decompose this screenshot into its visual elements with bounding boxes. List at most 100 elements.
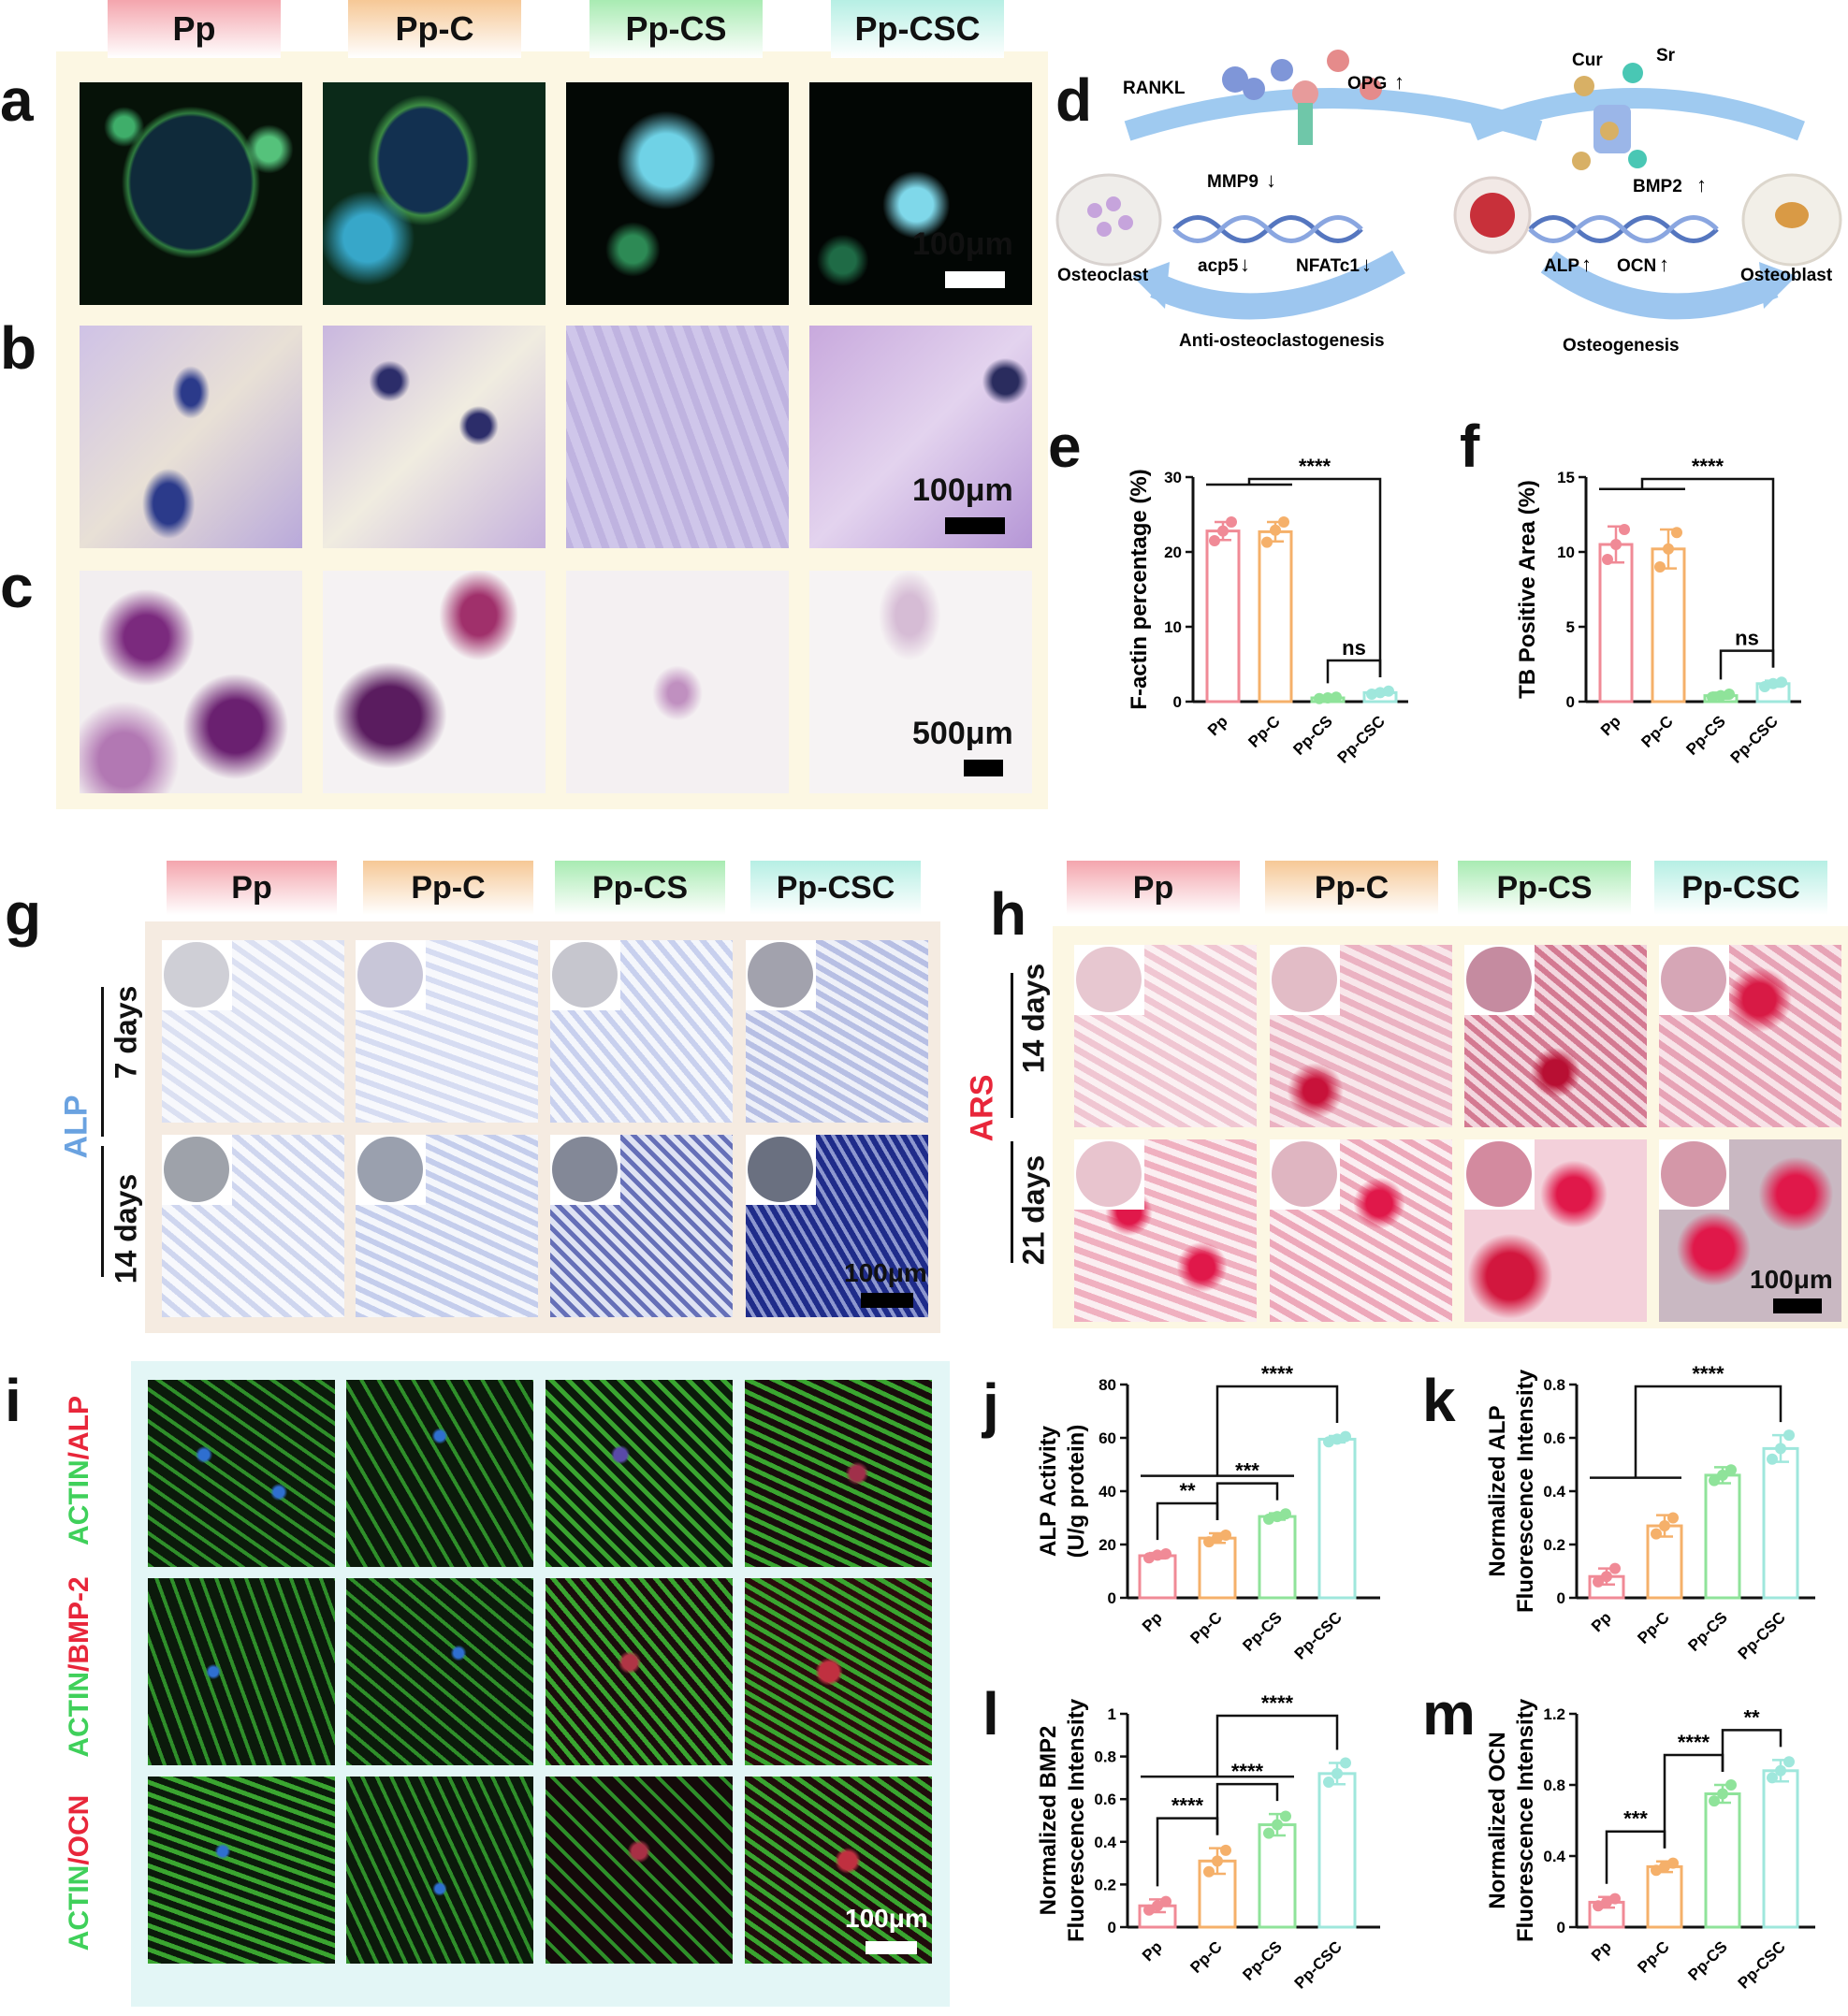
data-point: [1667, 1857, 1679, 1869]
data-point: [1203, 1536, 1215, 1548]
panel-letter-b: b: [0, 314, 37, 382]
x-tick-label: Pp-C: [1634, 1937, 1672, 1976]
group-header-label: Pp: [172, 9, 216, 48]
data-point: [1261, 536, 1273, 548]
osteoclast-cell-icon: [1055, 173, 1162, 267]
data-point: [1602, 554, 1613, 565]
arrow-down-acp5: ↓: [1240, 253, 1250, 276]
scale-label-g: 100μm: [844, 1258, 927, 1287]
bar-chart-l: 0 0.2 0.4 0.6 0.8 1 Normalized BMP2 Fluorescenc…: [1036, 1691, 1380, 1993]
image-b-pp: [80, 326, 302, 548]
label-nfatc1: NFATc1: [1296, 256, 1360, 276]
group-header-ppc-top: Pp-C: [348, 0, 521, 58]
data-point: [1323, 1436, 1334, 1448]
significance-label: ****: [1692, 1362, 1724, 1385]
group-header-ppcs-top: Pp-CS: [589, 0, 763, 58]
data-point: [1280, 1810, 1291, 1822]
image-a-pp: [80, 82, 302, 305]
panel-letter-d: d: [1055, 66, 1093, 134]
image-i-pp-alp: [148, 1380, 335, 1567]
significance-bracket: [1215, 1385, 1339, 1476]
well-inset-h-ppcsc-14d: [1661, 947, 1726, 1012]
well-inset-h-pp-14d: [1076, 947, 1142, 1012]
y-tick-label: 1: [1108, 1705, 1116, 1723]
arrow-osteogenesis: [1540, 251, 1779, 320]
row-divider-g: [101, 1146, 104, 1277]
y-axis-title: ALP Activity: [1036, 1425, 1061, 1557]
data-point: [1322, 692, 1333, 703]
image-a-ppc: [323, 82, 546, 305]
data-point: [1717, 1469, 1728, 1481]
scale-label-h: 100μm: [1750, 1265, 1833, 1294]
y-axis-title-line2: Fluorescence Intensity: [1513, 1698, 1538, 1942]
group-header-pp-top: Pp: [108, 0, 281, 58]
label-cur: Cur: [1572, 51, 1603, 70]
image-i-ppc-ocn: [346, 1777, 533, 1964]
label-bmp2: /BMP-2: [64, 1576, 95, 1673]
data-point: [1601, 1896, 1612, 1908]
bar: [1646, 1864, 1683, 1929]
significance-bracket: [1215, 1714, 1339, 1777]
data-point: [1593, 1575, 1604, 1588]
x-tick-label: Pp: [1588, 1937, 1615, 1965]
scale-label-c: 500μm: [912, 716, 1013, 751]
image-c-pp: [80, 571, 302, 793]
label-actin: ACTIN: [64, 1672, 95, 1758]
y-tick-label: 30: [1164, 469, 1182, 486]
panel-letter-j: j: [982, 1371, 999, 1439]
significance-label: **: [1179, 1479, 1196, 1502]
panel-letter-i: i: [5, 1367, 22, 1434]
data-point: [1226, 516, 1237, 528]
data-point: [1278, 516, 1289, 528]
y-axis-title: TB Positive Area (%): [1515, 480, 1540, 699]
group-header-label: Pp-C: [411, 869, 486, 906]
data-point: [1709, 1474, 1720, 1487]
osteoclast-nucleus-icon: [1106, 196, 1121, 211]
scale-bar-a: [945, 271, 1005, 288]
y-tick-label: 0.2: [1543, 1536, 1565, 1554]
bar: [1598, 543, 1634, 703]
y-axis-title: F-actin percentage (%): [1127, 469, 1152, 709]
data-point: [1143, 1904, 1155, 1916]
x-tick-label: Pp-C: [1637, 712, 1676, 750]
label-ocn: /OCN: [64, 1794, 95, 1865]
arrow-up-ocn: ↑: [1659, 253, 1669, 276]
y-tick-label: 0.4: [1094, 1834, 1116, 1851]
row-label-14-days-g: 14 days: [109, 1173, 143, 1284]
label-sr: Sr: [1656, 46, 1676, 65]
row-divider-h: [1011, 973, 1013, 1118]
y-tick-label: 1.2: [1543, 1705, 1565, 1723]
data-point: [1724, 689, 1735, 700]
y-axis-title: Normalized ALP: [1485, 1405, 1510, 1576]
significance-bracket: [1719, 649, 1775, 680]
significance-label: ****: [1678, 1731, 1710, 1754]
bar: [1258, 1515, 1297, 1600]
y-tick-label: 0.4: [1543, 1483, 1565, 1501]
mechanism-diagram: RANKL OPG ↑ Cur Sr MMP9 ↓ acp5 ↓ NFATc1 …: [1055, 46, 1842, 355]
y-tick-label: 15: [1557, 469, 1575, 486]
data-point: [1203, 1865, 1215, 1878]
y-tick-label: 0.8: [1543, 1777, 1565, 1794]
y-tick-label: 80: [1099, 1376, 1116, 1394]
y-tick-label: 60: [1099, 1429, 1116, 1447]
x-tick-label: Pp-CS: [1289, 712, 1335, 758]
data-point: [1340, 1430, 1351, 1443]
row-label-7-days: 7 days: [109, 985, 143, 1080]
group-header-label: Pp-C: [395, 9, 474, 48]
y-tick-label: 0.2: [1094, 1876, 1116, 1893]
y-tick-label: 0: [1566, 693, 1575, 711]
label-alp: /ALP: [64, 1396, 95, 1460]
x-tick-label: Pp-C: [1244, 712, 1283, 750]
stain-label-alp: ALP: [58, 1095, 95, 1159]
x-tick-label: Pp: [1588, 1608, 1615, 1635]
image-a-ppcs: [566, 82, 789, 305]
x-tick-label: Pp-C: [1186, 1608, 1225, 1646]
data-point: [1383, 685, 1394, 697]
label-actin: ACTIN: [64, 1459, 95, 1545]
significance-bracket: [1156, 1501, 1219, 1541]
significance-label: ns: [1342, 636, 1366, 660]
osteoclast-nucleus-icon: [1118, 215, 1133, 230]
significance-label: ****: [1261, 1691, 1294, 1715]
panel-letter-l: l: [982, 1680, 999, 1748]
arrow-down-nfatc1: ↓: [1361, 253, 1372, 276]
